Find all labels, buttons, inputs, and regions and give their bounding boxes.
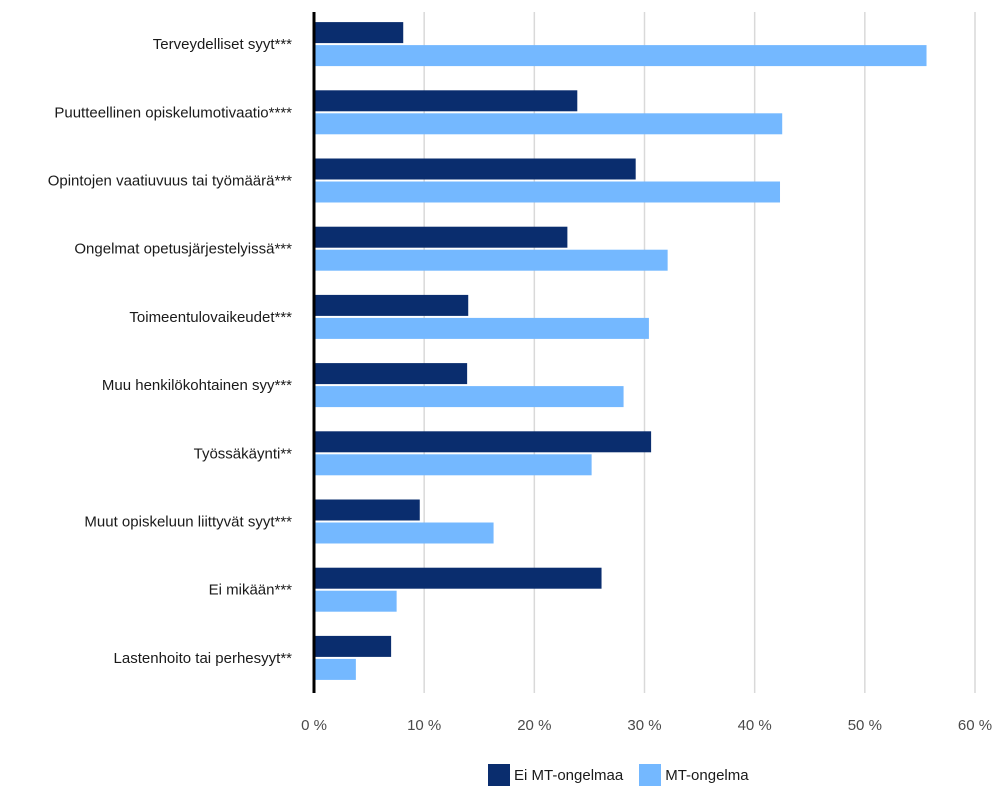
category-labels: Terveydelliset syyt*** Puutteellinen opis…	[48, 36, 292, 667]
category-label: Ei mikään***	[209, 582, 293, 599]
legend-label-mt-ongelma: MT-ongelma	[665, 766, 749, 784]
bar-mt-ongelma	[315, 317, 649, 339]
bar-mt-ongelma	[315, 181, 781, 203]
x-tick-label: 60 %	[958, 717, 992, 734]
legend-swatch-mt-ongelma	[639, 764, 662, 786]
bar-mt-ongelma	[315, 45, 927, 67]
category-label: Muut opiskeluun liittyvät syyt***	[84, 514, 292, 531]
bar-ei-mt-ongelmaa	[315, 363, 468, 385]
bar-ei-mt-ongelmaa	[315, 226, 568, 248]
bars	[315, 22, 927, 680]
x-tick-label: 10 %	[407, 717, 441, 734]
legend-item-mt-ongelma: MT-ongelma	[639, 764, 749, 786]
legend-swatch-ei-mt-ongelmaa	[488, 764, 510, 786]
bar-ei-mt-ongelmaa	[315, 158, 636, 180]
category-label: Muu henkilökohtainen syy***	[102, 377, 292, 394]
x-tick-labels: 0 % 10 % 20 % 30 % 40 % 50 % 60 %	[301, 717, 992, 734]
bar-mt-ongelma	[315, 454, 592, 476]
bar-mt-ongelma	[315, 658, 356, 680]
bar-mt-ongelma	[315, 590, 397, 612]
x-tick-label: 30 %	[627, 717, 661, 734]
bar-ei-mt-ongelmaa	[315, 22, 404, 44]
category-label: Opintojen vaatiuvuus tai työmäärä***	[48, 173, 292, 190]
bar-mt-ongelma	[315, 386, 624, 408]
bar-mt-ongelma	[315, 113, 783, 135]
bar-mt-ongelma	[315, 522, 494, 544]
bar-ei-mt-ongelmaa	[315, 294, 469, 316]
bar-ei-mt-ongelmaa	[315, 499, 420, 521]
bar-ei-mt-ongelmaa	[315, 90, 578, 112]
legend: Ei MT-ongelmaa MT-ongelma	[488, 764, 765, 786]
bar-mt-ongelma	[315, 249, 668, 271]
category-label: Puutteellinen opiskelumotivaatio****	[54, 104, 292, 121]
x-tick-label: 40 %	[738, 717, 772, 734]
x-tick-label: 20 %	[517, 717, 551, 734]
category-label: Lastenhoito tai perhesyyt**	[114, 650, 293, 667]
legend-label-ei-mt-ongelmaa: Ei MT-ongelmaa	[514, 766, 624, 784]
bar-ei-mt-ongelmaa	[315, 431, 652, 453]
x-tick-label: 0 %	[301, 717, 327, 734]
bar-ei-mt-ongelmaa	[315, 567, 602, 589]
category-label: Työssäkäynti**	[194, 445, 293, 462]
legend-item-ei-mt-ongelmaa: Ei MT-ongelmaa	[488, 764, 623, 786]
category-label: Toimeentulovaikeudet***	[129, 309, 292, 326]
x-tick-label: 50 %	[848, 717, 882, 734]
bar-ei-mt-ongelmaa	[315, 635, 392, 657]
category-label: Ongelmat opetusjärjestelyissä***	[74, 241, 292, 258]
category-label: Terveydelliset syyt***	[153, 36, 292, 53]
